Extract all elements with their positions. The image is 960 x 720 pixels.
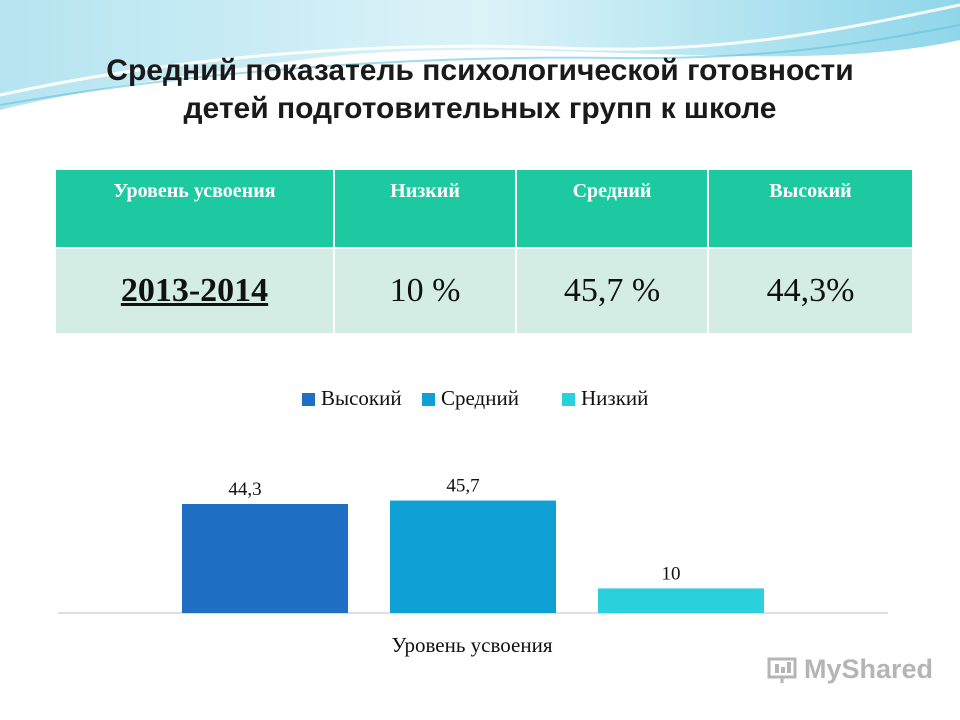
bar-1 [182,504,348,613]
results-table: Уровень усвоения Низкий Средний Высокий … [56,170,912,333]
data-label: 10 [662,563,681,584]
watermark: MyShared [766,654,933,685]
bar-chart: Высокий Средний Низкий 44,3 45,7 10 Уровень ус… [58,386,888,657]
data-label: 45,7 [446,476,479,497]
header-level: Уровень усвоения [56,170,335,248]
background-wave [0,0,960,110]
table-header-row: Уровень усвоения Низкий Средний Высокий [56,170,912,248]
watermark-text: MyShared [804,654,934,684]
header-low: Низкий [334,170,517,248]
data-label: 44,3 [228,479,261,500]
cell-year: 2013-2014 [56,247,335,333]
bar-2 [390,500,556,613]
legend-swatch [422,393,435,406]
slide-title: Средний показатель психологической готов… [40,52,920,128]
header-medium: Средний [516,170,709,248]
header-high: Высокий [708,170,912,248]
cell-high: 44,3% [708,247,912,333]
presentation-icon [767,657,797,683]
legend-label: Средний [441,386,519,410]
title-line-1: Средний показатель психологической готов… [106,54,854,87]
legend-label: Низкий [581,386,648,410]
bar-3 [598,588,764,613]
legend-label: Высокий [321,386,402,410]
x-axis-label: Уровень усвоения [391,633,552,657]
legend-swatch [302,393,315,406]
title-line-2: детей подготовительных групп к школе [183,92,777,125]
legend-swatch [562,393,575,406]
cell-medium: 45,7 % [516,247,709,333]
table-row: 2013-2014 10 % 45,7 % 44,3% [56,247,912,333]
cell-low: 10 % [334,247,517,333]
